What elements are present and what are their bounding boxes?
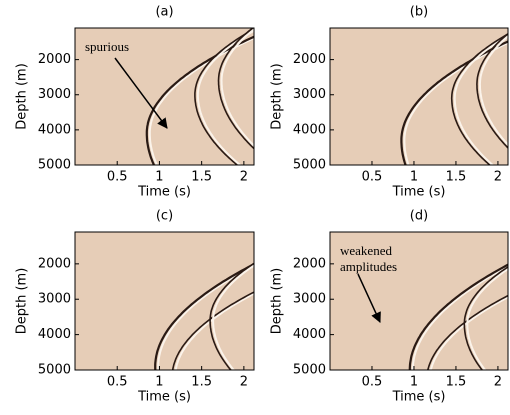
image-background [330,232,508,370]
wavefront-shadow [174,292,254,370]
x-tick-label: 1 [410,375,418,390]
y-tick-label: 3000 [38,87,71,102]
wavefront [171,291,254,370]
y-axis-label: Depth (m) [15,63,30,130]
wavefront [463,265,508,370]
x-tick-label: 1.5 [446,170,467,185]
axes-frame [329,27,509,166]
y-tick-label: 4000 [38,122,71,137]
image-background [75,232,254,370]
wavefront-shadow [196,29,254,165]
x-tick-label: 0.5 [362,170,383,185]
wavefront [408,263,508,370]
panel-title: (b) [410,5,428,20]
x-tick-label: 2 [494,375,502,390]
wavefront-shadow [429,296,508,370]
annotation-arrow [114,57,168,129]
y-axis-label: Depth (m) [270,268,285,335]
axes-frame [74,27,255,166]
seismic-image [145,28,254,165]
x-tick-label: 0.5 [362,375,383,390]
wavefront [450,33,508,165]
axes-frame [74,231,255,371]
wavefront-shadow [466,267,508,370]
y-tick-label: 2000 [38,52,71,67]
y-tick-label: 3000 [293,87,326,102]
x-axis-label: Time (s) [392,390,446,405]
annotation: spurious [85,39,129,54]
x-axis-label: Time (s) [137,185,191,200]
y-tick-label: 5000 [293,363,326,378]
y-axis-label: Depth (m) [270,63,285,130]
x-tick-label: 0.5 [107,170,128,185]
axes-frame [329,231,509,371]
x-tick-label: 1 [410,170,418,185]
panel-title: (c) [156,209,173,224]
y-tick-label: 4000 [293,327,326,342]
y-tick-label: 5000 [38,363,71,378]
x-tick-label: 1.5 [191,375,212,390]
wavefront-shadow [403,41,508,165]
seismic-image [154,262,254,370]
x-tick-label: 2 [240,170,248,185]
y-tick-label: 2000 [38,256,71,271]
y-tick-label: 2000 [293,52,326,67]
y-tick-label: 3000 [38,292,71,307]
y-tick-label: 4000 [38,327,71,342]
wavefront [209,262,254,370]
wavefront [217,28,254,150]
seismic-image [400,32,508,165]
y-tick-label: 2000 [293,256,326,271]
wavefront-shadow [212,264,254,370]
x-tick-label: 1 [155,170,163,185]
x-tick-label: 1 [155,375,163,390]
seismic-image [408,263,508,370]
x-axis-label: Time (s) [137,390,191,405]
wavefront-shadow [220,28,254,148]
x-tick-label: 2 [240,375,248,390]
x-tick-label: 0.5 [107,375,128,390]
wavefront [426,294,508,370]
panel-title: (d) [410,209,428,224]
y-tick-label: 5000 [38,158,71,173]
wavefront-shadow [157,264,254,370]
annotation: amplitudes [340,259,397,274]
panel-title: (a) [155,5,173,20]
wavefront-shadow [453,34,508,165]
y-tick-label: 3000 [293,292,326,307]
annotation: weakened [340,243,392,258]
wavefront-shadow [478,35,508,147]
y-tick-label: 4000 [293,122,326,137]
annotation-arrow [357,273,381,323]
x-axis-label: Time (s) [392,185,446,200]
x-tick-label: 1.5 [191,170,212,185]
x-tick-label: 2 [494,170,502,185]
y-axis-label: Depth (m) [15,268,30,335]
wavefront [194,28,254,165]
wavefront [154,262,254,370]
x-tick-label: 1.5 [446,375,467,390]
wavefront [476,32,508,150]
y-tick-label: 5000 [293,158,326,173]
wavefront-shadow [411,265,508,370]
